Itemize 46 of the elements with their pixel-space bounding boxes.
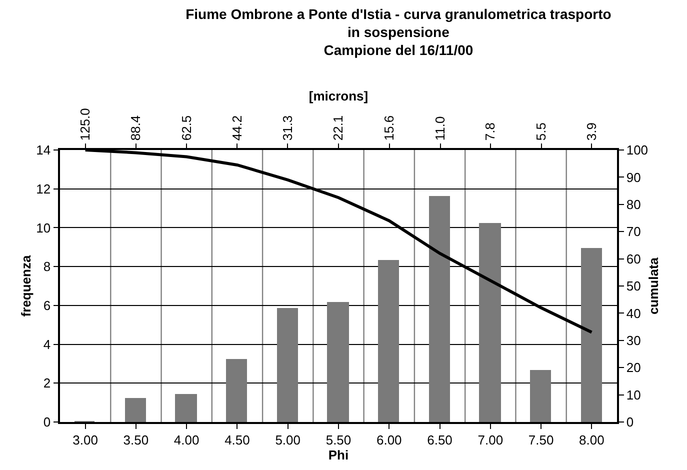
y2-axis-title: cumulata [646,256,662,315]
x-tick-label: 6.00 [376,432,402,448]
x2-tick-label: 5.5 [534,122,549,141]
y2-tick-label: 40 [626,306,641,321]
x2-tick-label: 62.5 [178,115,194,141]
y2-tick-label: 50 [626,278,641,294]
y-tick-label: 2 [43,376,51,391]
x2-tick-label: 22.1 [330,115,346,141]
y2-tick-label: 0 [626,414,634,430]
y-tick-label: 0 [43,414,51,430]
y2-tick-label: 60 [626,251,641,266]
x2-tick-label: 44.2 [229,115,244,141]
x-tick-label: 8.00 [579,432,604,448]
x-tick-label: 4.50 [224,432,250,448]
y2-tick-label: 100 [626,142,648,158]
y2-tick-label: 80 [626,196,641,212]
chart-title: Fiume Ombrone a Ponte d'Istia - curva granulometrica trasporto in sospensione Campione del 16/11/00 [186,6,612,58]
y2-tick-label: 20 [626,360,641,376]
y-tick-label: 10 [36,220,51,236]
x2-tick-label: 3.9 [584,122,599,141]
x-axis-title: Phi [328,447,349,462]
y2-tick-label: 90 [626,170,641,185]
y-tick-label: 14 [36,142,51,158]
x2-tick-label: 11.0 [432,116,448,141]
x-tick-label: 3.50 [123,432,149,448]
x2-axis-title: [microns] [308,88,368,104]
y-axis-title: frequenza [18,254,34,317]
x2-tick-label: 15.6 [381,115,396,141]
x-tick-label: 3.00 [72,432,98,448]
y2-tick-label: 10 [626,387,641,402]
y-tick-label: 8 [43,259,51,274]
y2-tick-label: 30 [626,332,641,348]
x-tick-label: 7.50 [528,432,554,448]
x2-tick-label: 7.8 [482,122,498,141]
x-tick-label: 4.00 [174,432,200,448]
y-tick-label: 4 [43,336,51,352]
x-tick-label: 6.50 [427,432,452,448]
y-tick-label: 12 [36,181,51,196]
x2-tick-label: 88.4 [128,115,144,141]
x-tick-label: 7.00 [478,432,504,448]
x-tick-label: 5.50 [326,432,352,448]
x2-tick-label: 31.3 [280,115,295,141]
x-tick-label: 5.00 [275,432,301,448]
y-tick-label: 6 [43,298,51,313]
y2-tick-label: 70 [626,224,641,240]
x2-tick-label: 125.0 [78,108,93,141]
